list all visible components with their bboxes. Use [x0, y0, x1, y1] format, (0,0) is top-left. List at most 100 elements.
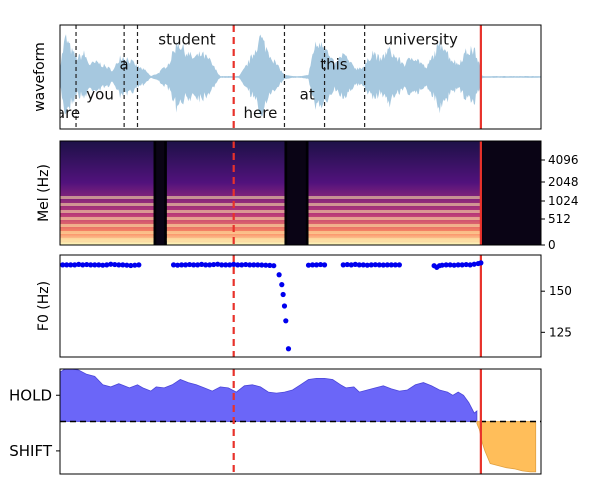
waveform-signal — [60, 34, 541, 117]
f0-point — [276, 272, 282, 278]
f0-point — [136, 262, 142, 268]
mel-silence — [156, 141, 165, 245]
f0-point — [195, 262, 201, 268]
mel-silence — [482, 141, 541, 245]
turn-panel: HOLD SHIFT — [9, 368, 542, 475]
f0-point — [178, 262, 185, 268]
f0-point — [247, 262, 253, 268]
f0-point — [271, 263, 277, 269]
f0-point — [259, 262, 265, 268]
f0-point — [174, 262, 181, 268]
f0-ytick-label: 125 — [549, 325, 572, 339]
f0-point — [215, 261, 221, 267]
f0-point — [388, 262, 394, 268]
f0-point — [280, 291, 286, 298]
f0-point — [443, 262, 449, 268]
f0-point — [309, 262, 316, 268]
f0-point — [340, 262, 346, 268]
f0-ytick-label: 150 — [549, 284, 572, 298]
f0-ylabel: F0 (Hz) — [36, 281, 52, 331]
f0-point — [317, 261, 324, 268]
word-label: at — [300, 86, 315, 104]
mel-ytick-label: 1024 — [548, 194, 579, 208]
f0-point — [191, 262, 197, 268]
f0-point — [364, 262, 370, 268]
f0-point — [182, 262, 189, 268]
f0-point — [219, 262, 225, 268]
f0-point — [203, 262, 209, 268]
f0-point — [352, 261, 358, 267]
f0-point — [313, 262, 320, 268]
turn-ytick-label: SHIFT — [9, 442, 53, 460]
f0-points — [60, 255, 484, 357]
f0-point — [283, 318, 289, 324]
f0-point — [60, 262, 66, 268]
f0-point — [360, 262, 366, 268]
mel-ytick-label: 2048 — [548, 175, 579, 189]
f0-point — [267, 262, 273, 268]
f0-point — [384, 262, 390, 268]
f0-point — [255, 262, 261, 268]
f0-point — [128, 262, 134, 269]
f0-point — [392, 262, 398, 268]
f0-point — [396, 262, 402, 268]
waveform-ylabel: waveform — [32, 42, 48, 112]
f0-point — [478, 260, 484, 266]
f0-point — [467, 262, 473, 268]
word-label: you — [86, 86, 114, 104]
f0-point — [120, 262, 126, 268]
f0-point — [207, 262, 213, 268]
waveform-frame — [59, 24, 542, 130]
word-label: university — [384, 31, 458, 49]
f0-point — [459, 262, 465, 268]
f0-point — [76, 261, 82, 267]
word-label: a — [120, 56, 129, 74]
f0-point — [88, 262, 94, 268]
f0-point — [96, 262, 102, 268]
mel-ytick-label: 0 — [548, 238, 556, 252]
f0-point — [243, 261, 249, 268]
f0-point — [108, 261, 114, 267]
mel-ytick-label: 4096 — [548, 153, 579, 167]
f0-point — [227, 262, 233, 268]
f0-point — [471, 261, 477, 267]
turn-yticks: HOLD SHIFT — [9, 386, 60, 460]
f0-point — [100, 262, 106, 268]
mel-ylabel: Mel (Hz) — [36, 164, 52, 222]
f0-point — [68, 262, 74, 268]
f0-point — [263, 262, 269, 268]
f0-point — [132, 262, 138, 268]
turn-content — [60, 369, 541, 474]
f0-point — [170, 262, 177, 268]
f0-point — [356, 262, 362, 268]
f0-point — [64, 262, 70, 268]
f0-point — [451, 262, 457, 268]
f0-point — [92, 262, 98, 268]
f0-frame — [59, 254, 542, 358]
f0-point — [285, 346, 292, 352]
f0-point — [344, 261, 350, 268]
mel-harmonics — [308, 196, 481, 245]
mel-harmonics — [60, 196, 154, 245]
f0-point — [187, 261, 193, 268]
f0-point — [279, 282, 285, 288]
f0-point — [116, 262, 122, 268]
f0-point — [223, 262, 229, 268]
f0-point — [372, 262, 378, 268]
f0-point — [235, 262, 241, 268]
f0-panel: 125 150 F0 (Hz) — [36, 254, 572, 358]
f0-point — [80, 262, 86, 268]
f0-point — [447, 262, 453, 268]
shift-area — [476, 421, 537, 473]
f0-point — [368, 262, 374, 268]
f0-point — [112, 261, 118, 268]
f0-point — [305, 262, 312, 268]
f0-point — [211, 261, 217, 268]
turn-frame — [59, 368, 542, 475]
f0-point — [104, 262, 110, 268]
mel-harmonics — [166, 196, 285, 245]
f0-point — [348, 262, 354, 268]
